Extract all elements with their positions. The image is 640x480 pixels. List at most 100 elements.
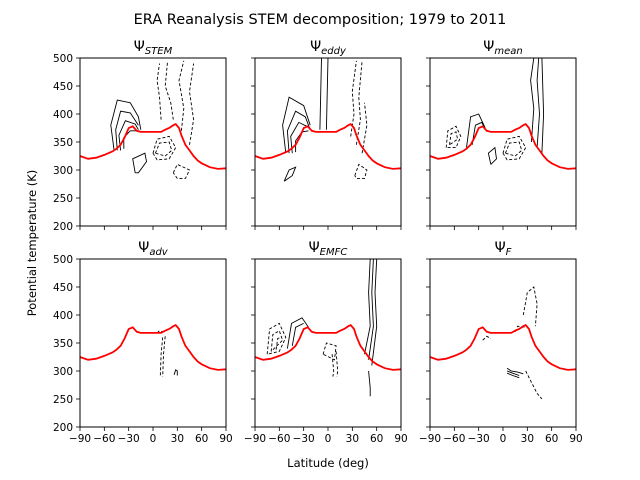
panel-title: ΨEMFC <box>309 240 348 258</box>
contour-line <box>322 342 337 361</box>
y-tick-label: 350 <box>53 338 73 350</box>
x-tick-label: −90 <box>69 433 91 445</box>
x-tick-label: −30 <box>293 433 315 445</box>
panel-stem: 200 250 300 350 400 450 500 ΨSTEM <box>53 39 227 233</box>
contour-lines <box>266 259 378 397</box>
contour-line <box>110 99 142 151</box>
panel-title-sub: F <box>506 247 512 258</box>
tropopause-line <box>255 323 401 371</box>
y-tick-label: 350 <box>53 137 73 149</box>
panel-title-base: Ψ <box>138 240 149 256</box>
axes-frame <box>79 57 227 227</box>
contour-lines <box>282 58 368 182</box>
tropopause-line <box>80 323 226 371</box>
contour-line <box>355 60 363 145</box>
contour-line <box>504 141 523 157</box>
y-tick-label: 400 <box>53 310 73 322</box>
panel-f: −90 −60 −30 0 30 60 90 ΨF <box>419 240 583 445</box>
y-tick-label: 200 <box>53 221 73 233</box>
x-tick-label: 60 <box>195 433 208 445</box>
contour-line <box>319 58 322 130</box>
contour-line <box>283 166 297 182</box>
y-axis-label: Potential temperature (K) <box>25 170 39 317</box>
contour-lines <box>156 330 178 377</box>
x-tick-label: 0 <box>500 433 507 445</box>
y-tick-label: 400 <box>53 109 73 121</box>
y-tick-label: 300 <box>53 366 73 378</box>
contour-line <box>335 351 339 377</box>
contour-line <box>282 96 311 154</box>
contour-line <box>522 286 538 327</box>
panel-title: ΨSTEM <box>134 39 173 57</box>
contour-line <box>154 141 173 157</box>
contour-line <box>115 110 139 151</box>
contour-line <box>361 102 368 154</box>
contour-line <box>506 370 520 376</box>
contour-line <box>291 322 304 346</box>
x-axis-label: Latitude (deg) <box>287 456 369 470</box>
contour-line <box>525 370 543 400</box>
contour-line <box>536 58 540 148</box>
contour-line <box>172 163 191 179</box>
contour-line <box>270 330 284 352</box>
contour-line <box>331 354 335 377</box>
contour-line <box>530 58 535 143</box>
x-tick-label: −90 <box>244 433 266 445</box>
y-tick-label: 250 <box>53 193 73 205</box>
contour-line <box>506 367 524 375</box>
panel-title-sub: mean <box>494 46 522 57</box>
panel-title: ΨF <box>495 240 512 258</box>
contour-lines <box>110 60 195 179</box>
axes-frame <box>429 258 577 428</box>
contour-line <box>189 63 195 145</box>
tropopause-line <box>430 323 576 371</box>
y-tick-label: 500 <box>53 254 73 266</box>
contour-line <box>295 130 309 153</box>
contour-line <box>156 63 162 120</box>
x-tick-label: −60 <box>93 433 115 445</box>
contour-line <box>164 60 174 120</box>
contour-line <box>123 130 137 149</box>
contour-line <box>162 336 166 377</box>
y-tick-label: 250 <box>53 394 73 406</box>
contour-line <box>132 152 147 174</box>
y-tick-label: 450 <box>53 81 73 93</box>
y-tick-label: 500 <box>53 53 73 65</box>
panel-adv: −90 −60 −30 0 30 60 90 200 250 300 350 400 450 500 Ψad… <box>53 240 233 445</box>
x-tick-label: 60 <box>370 433 383 445</box>
contour-line <box>482 335 492 341</box>
tropopause-line <box>430 122 576 170</box>
contour-line <box>371 259 378 366</box>
contour-lines <box>445 58 545 165</box>
panel-title-base: Ψ <box>134 39 145 55</box>
x-tick-label: −90 <box>419 433 441 445</box>
x-tick-label: −60 <box>443 433 465 445</box>
panel-title-base: Ψ <box>310 39 321 55</box>
panel-title: Ψadv <box>138 240 169 258</box>
contour-line <box>178 60 185 131</box>
axes-frame <box>79 258 227 428</box>
tropopause-line <box>255 122 401 170</box>
panel-title-sub: STEM <box>145 46 173 57</box>
contour-line <box>368 370 371 397</box>
contour-line <box>502 135 527 161</box>
panel-title-base: Ψ <box>495 240 506 256</box>
contour-line <box>325 58 329 130</box>
figure-suptitle: ERA Reanalysis STEM decomposition; 1979 … <box>134 12 507 28</box>
x-tick-label: −30 <box>118 433 140 445</box>
contour-line <box>173 369 178 376</box>
contour-line <box>354 163 368 179</box>
x-tick-label: −30 <box>468 433 490 445</box>
tropopause-line <box>80 122 226 170</box>
panel-title: Ψeddy <box>310 39 347 57</box>
contour-line <box>266 322 287 355</box>
panel-title-base: Ψ <box>483 39 494 55</box>
x-tick-label: 30 <box>171 433 184 445</box>
panel-title-sub: eddy <box>321 46 347 57</box>
contour-line <box>286 110 311 154</box>
contour-line <box>290 121 308 154</box>
x-tick-label: 60 <box>545 433 558 445</box>
contour-lines <box>482 286 543 400</box>
